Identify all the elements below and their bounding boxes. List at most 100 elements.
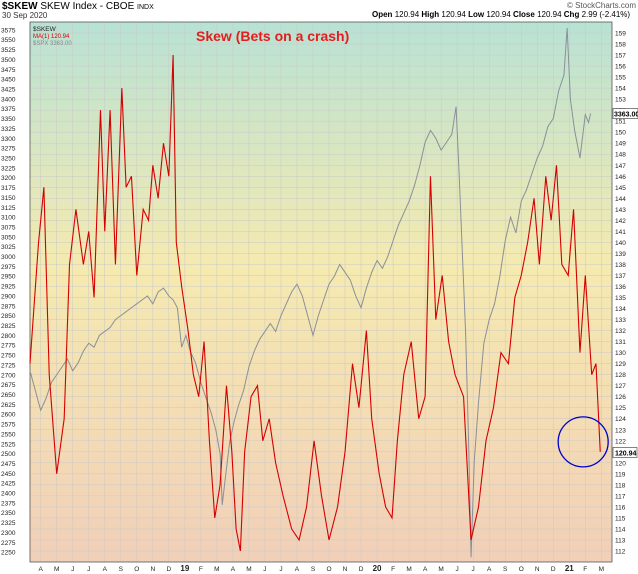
x-tick-label: F	[199, 566, 203, 573]
right-tick-label: 112	[615, 548, 626, 555]
x-tick-label: A	[487, 566, 492, 573]
right-tick-label: 150	[615, 130, 626, 137]
right-tick-label: 155	[615, 75, 626, 82]
left-tick-label: 2875	[1, 303, 16, 310]
exchange-label: INDX	[137, 4, 154, 11]
legend-spx: $SPX 3363.00	[33, 41, 72, 47]
x-tick-label: M	[214, 566, 219, 573]
right-tick-label: 142	[615, 218, 626, 225]
left-tick-label: 3325	[1, 126, 16, 133]
right-tick-label: 136	[615, 284, 626, 291]
right-tick-label: 159	[615, 31, 626, 38]
left-tick-label: 3375	[1, 106, 16, 113]
left-tick-label: 2550	[1, 431, 16, 438]
right-tick-label: 157	[615, 53, 626, 60]
right-tick-label: 118	[615, 482, 626, 489]
x-tick-label: N	[150, 566, 155, 573]
left-tick-label: 3450	[1, 77, 16, 84]
right-tick-label: 120	[615, 460, 626, 467]
left-tick-label: 3300	[1, 136, 16, 143]
legend-ma: MA(1) 120.94	[33, 34, 70, 40]
left-tick-label: 3225	[1, 165, 16, 172]
x-tick-label: O	[519, 566, 524, 573]
skew-value-badge-text: 120.94	[615, 450, 637, 457]
right-tick-label: 128	[615, 372, 626, 379]
right-tick-label: 131	[615, 339, 626, 346]
left-tick-label: 2450	[1, 471, 16, 478]
chg-value: 2.99 (-2.41%)	[581, 10, 631, 19]
x-tick-label: A	[39, 566, 44, 573]
right-tick-label: 127	[615, 383, 626, 390]
right-tick-label: 140	[615, 240, 626, 247]
x-tick-label: F	[391, 566, 395, 573]
left-tick-label: 2475	[1, 461, 16, 468]
chart-title: $SKEW SKEW Index - CBOE INDX	[2, 1, 154, 12]
left-tick-label: 2650	[1, 392, 16, 399]
x-tick-label: A	[295, 566, 300, 573]
left-tick-label: 3275	[1, 146, 16, 153]
left-tick-label: 3125	[1, 205, 16, 212]
right-tick-label: 126	[615, 394, 626, 401]
right-tick-label: 154	[615, 86, 626, 93]
right-tick-label: 115	[615, 515, 626, 522]
left-tick-label: 3025	[1, 244, 16, 251]
x-tick-label: S	[503, 566, 508, 573]
left-tick-label: 2850	[1, 313, 16, 320]
left-tick-label: 2825	[1, 323, 16, 330]
crash-marker-circle	[557, 416, 609, 468]
left-tick-label: 2425	[1, 481, 16, 488]
x-tick-label: J	[456, 566, 459, 573]
ohlc-readout: Open 120.94 High 120.94 Low 120.94 Close…	[372, 10, 630, 19]
right-tick-label: 133	[615, 317, 626, 324]
left-tick-label: 2725	[1, 362, 16, 369]
x-tick-label: 19	[180, 564, 189, 573]
skew-annotation: Skew (Bets on a crash)	[196, 28, 349, 44]
plot-background	[30, 22, 612, 562]
right-tick-label: 153	[615, 97, 626, 104]
x-tick-label: N	[343, 566, 348, 573]
left-tick-label: 2625	[1, 402, 16, 409]
high-value: 120.94	[441, 10, 466, 19]
left-tick-label: 3575	[1, 27, 16, 34]
right-tick-label: 158	[615, 42, 626, 49]
x-tick-label: J	[472, 566, 475, 573]
x-tick-label: D	[166, 566, 171, 573]
close-label: Close	[513, 10, 535, 19]
left-tick-label: 3200	[1, 175, 16, 182]
x-tick-label: A	[231, 566, 236, 573]
x-tick-label: A	[103, 566, 108, 573]
left-tick-label: 3350	[1, 116, 16, 123]
right-tick-label: 137	[615, 273, 626, 280]
right-tick-label: 149	[615, 141, 626, 148]
left-tick-label: 2250	[1, 550, 16, 557]
right-tick-label: 139	[615, 251, 626, 258]
x-tick-label: M	[438, 566, 443, 573]
right-tick-label: 145	[615, 185, 626, 192]
right-tick-label: 116	[615, 504, 626, 511]
index-name: SKEW Index - CBOE	[40, 1, 135, 12]
x-tick-label: M	[54, 566, 59, 573]
left-tick-label: 2575	[1, 422, 16, 429]
left-tick-label: 2675	[1, 382, 16, 389]
legend-symbol: $SKEW	[33, 26, 57, 33]
left-tick-label: 3425	[1, 87, 16, 94]
left-tick-label: 3175	[1, 185, 16, 192]
right-tick-label: 151	[615, 119, 626, 126]
right-tick-label: 143	[615, 207, 626, 214]
left-tick-label: 3500	[1, 57, 16, 64]
x-tick-label: J	[71, 566, 74, 573]
left-tick-label: 3150	[1, 195, 16, 202]
right-tick-label: 117	[615, 493, 626, 500]
left-tick-label: 2975	[1, 264, 16, 271]
right-tick-label: 147	[615, 163, 626, 170]
x-tick-label: S	[311, 566, 316, 573]
spx-value-badge-text: 3363.00	[614, 111, 638, 118]
left-tick-label: 2600	[1, 412, 16, 419]
left-tick-label: 2300	[1, 530, 16, 537]
chart-header: $SKEW SKEW Index - CBOE INDX 30 Sep 2020…	[0, 0, 638, 22]
chart-date: 30 Sep 2020	[2, 11, 48, 20]
left-tick-label: 2700	[1, 372, 16, 379]
x-tick-label: M	[406, 566, 411, 573]
right-tick-label: 156	[615, 64, 626, 71]
right-tick-label: 123	[615, 427, 626, 434]
